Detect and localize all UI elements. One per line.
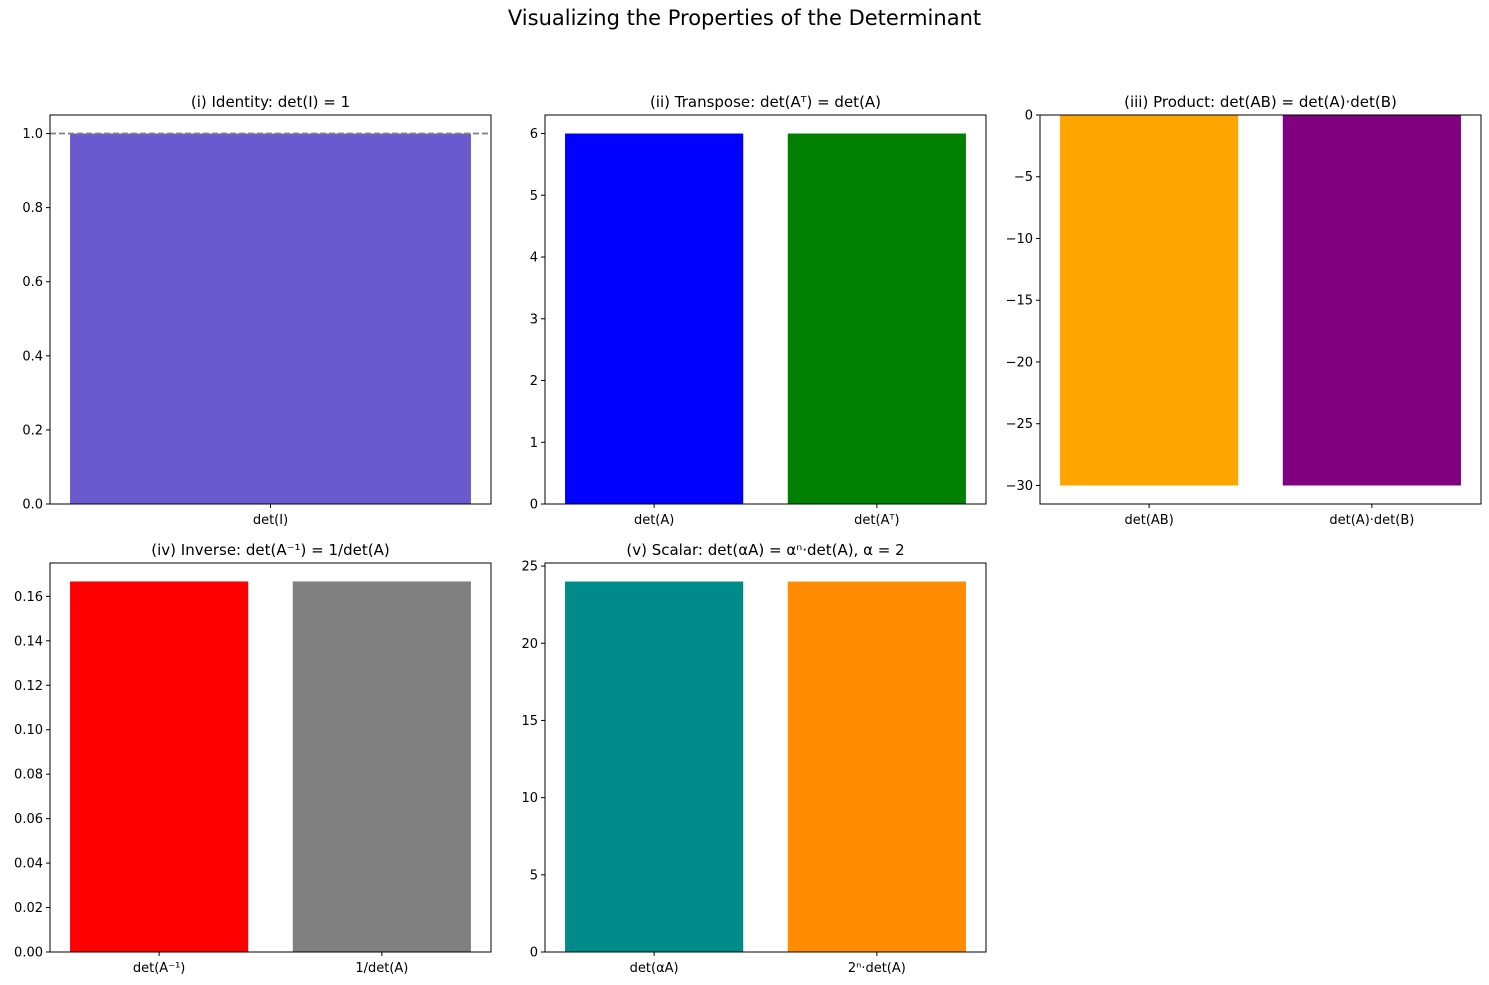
bar-2-1 [565, 133, 744, 504]
ytick-label: 0 [530, 498, 538, 513]
ytick-label: 1 [530, 436, 538, 451]
ytick-label: −10 [1006, 232, 1033, 247]
ytick-label: 0.12 [14, 679, 43, 694]
bar-5-1 [565, 581, 744, 952]
ytick-label: 0.06 [14, 812, 43, 827]
axes-frame [544, 562, 987, 953]
ytick-label: 0.14 [14, 634, 43, 649]
ytick-label: 0.16 [14, 590, 43, 605]
ytick-label: 0 [530, 946, 538, 961]
ytick-label: 5 [530, 868, 538, 883]
subplot-1: 0.0 0.2 0.4 0.6 0.8 1.0 det(I) (i) Identity: de… [22, 93, 492, 528]
ytick-label: 5 [530, 189, 538, 204]
ytick-label: 10 [521, 791, 538, 806]
xtick-label: 1/det(A) [355, 961, 408, 976]
xtick-label: det(αA) [630, 961, 679, 976]
bar-2-2 [787, 133, 966, 504]
xtick-label: det(A)·det(B) [1329, 513, 1414, 528]
xtick-label: det(A⁻¹) [133, 961, 185, 976]
ytick-label: 0.10 [14, 723, 43, 738]
subplot-2: 0 1 2 3 4 5 6 det(A) det(Aᵀ) (ii) Transpose: det(… [530, 93, 987, 528]
xtick-label: det(AB) [1124, 513, 1173, 528]
ytick-label: 2 [530, 374, 538, 389]
ytick-label: 20 [521, 637, 538, 652]
figure-title: Visualizing the Properties of the Determ… [507, 6, 982, 30]
ytick-label: 0.6 [22, 275, 43, 290]
subplot-title: (iv) Inverse: det(A⁻¹) = 1/det(A) [151, 541, 389, 559]
ytick-label: 3 [530, 312, 538, 327]
bar-3-2 [1282, 115, 1461, 486]
ytick-label: 1.0 [22, 127, 43, 142]
ytick-label: −25 [1006, 417, 1033, 432]
axes-frame [49, 562, 492, 953]
bar-5-2 [787, 581, 966, 952]
subplot-3: 0 −5 −10 −15 −20 −25 −30 det(AB) det(A)·det(B) (i… [1006, 93, 1482, 528]
ytick-label: 15 [521, 714, 538, 729]
xtick-label: det(A) [634, 513, 674, 528]
bar-3-1 [1060, 115, 1239, 486]
ytick-label: 25 [521, 560, 538, 575]
ytick-label: −20 [1006, 355, 1033, 370]
bar-4-1 [70, 581, 249, 952]
ytick-label: 0.0 [22, 498, 43, 513]
ytick-label: 0.00 [14, 946, 43, 961]
ytick-label: 0.08 [14, 768, 43, 783]
subplot-title: (iii) Product: det(AB) = det(A)·det(B) [1124, 93, 1397, 111]
subplot-title: (i) Identity: det(I) = 1 [191, 93, 350, 111]
xtick-label: 2ⁿ·det(A) [848, 961, 906, 976]
ytick-label: 0.2 [22, 423, 43, 438]
subplot-title: (ii) Transpose: det(Aᵀ) = det(A) [650, 93, 881, 111]
axes-frame [1039, 114, 1482, 505]
xtick-label: det(I) [253, 513, 288, 528]
bar-1-1 [70, 133, 471, 504]
ytick-label: −30 [1006, 479, 1033, 494]
bar-4-2 [292, 581, 471, 952]
subplot-5: 0 5 10 15 20 25 det(αA) 2ⁿ·det(A) (v) Scalar: de… [521, 541, 987, 976]
ytick-label: 0.8 [22, 201, 43, 216]
subplot-title: (v) Scalar: det(αA) = αⁿ·det(A), α = 2 [626, 541, 904, 559]
ytick-label: 0.4 [22, 349, 43, 364]
ytick-label: 4 [530, 251, 538, 266]
subplot-4: 0.00 0.02 0.04 0.06 0.08 0.10 0.12 0.14 0.16 det(… [14, 541, 492, 976]
ytick-label: 0.02 [14, 901, 43, 916]
ytick-label: 6 [530, 127, 538, 142]
ytick-label: −15 [1006, 294, 1033, 309]
ytick-label: 0 [1025, 109, 1033, 124]
ytick-label: 0.04 [14, 857, 43, 872]
xtick-label: det(Aᵀ) [854, 513, 899, 528]
axes-frame [544, 114, 987, 505]
ytick-label: −5 [1014, 170, 1033, 185]
